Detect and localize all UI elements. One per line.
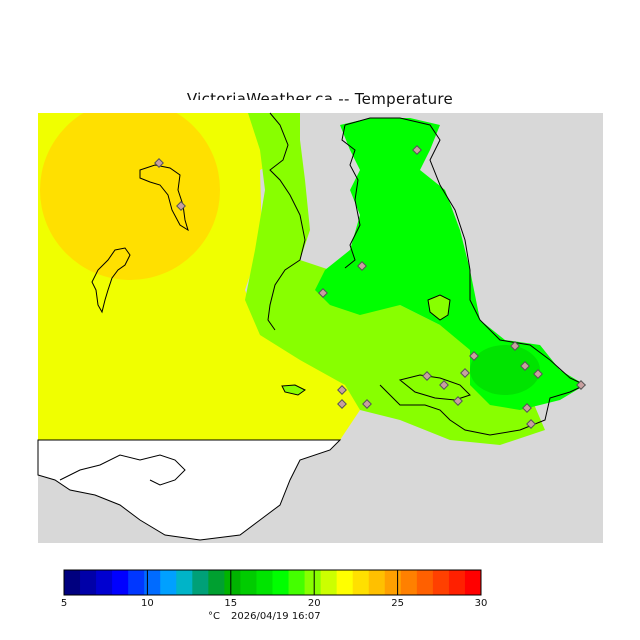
station-marker[interactable]	[337, 385, 347, 395]
land-south-coast	[59, 454, 186, 486]
station-marker[interactable]	[526, 419, 536, 429]
station-marker[interactable]	[176, 201, 186, 211]
legend-swatch	[128, 570, 145, 595]
legend-swatch	[64, 570, 81, 595]
legend-swatch	[160, 570, 177, 595]
legend-tick-label: 5	[61, 598, 67, 609]
coastline-mainland	[267, 112, 306, 331]
station-marker[interactable]	[318, 288, 328, 298]
legend-swatch	[384, 570, 402, 595]
legend-swatch	[256, 570, 273, 595]
island-inner	[427, 294, 451, 321]
legend-unit: °C	[208, 611, 220, 622]
island-north	[139, 164, 189, 232]
legend-swatch	[208, 570, 225, 595]
legend-swatch	[320, 570, 338, 595]
legend-swatch	[112, 570, 129, 595]
legend-ticks: 5 10 15 20 25 30	[61, 570, 488, 609]
station-marker[interactable]	[154, 158, 164, 168]
station-marker[interactable]	[522, 403, 532, 413]
station-marker[interactable]	[576, 380, 586, 390]
legend-tick-label: 15	[224, 598, 237, 609]
island-west	[91, 247, 131, 314]
legend-swatch	[448, 570, 466, 595]
zone-gold	[40, 100, 220, 280]
legend-swatch	[176, 570, 193, 595]
land-south	[37, 439, 342, 541]
legend-swatch	[352, 570, 370, 595]
legend-swatch	[272, 570, 290, 595]
station-marker[interactable]	[469, 351, 479, 361]
legend-swatch	[240, 570, 257, 595]
station-marker[interactable]	[439, 380, 449, 390]
legend-tick-label: 30	[475, 598, 488, 609]
legend-swatch	[144, 570, 161, 595]
legend-bar	[63, 569, 482, 596]
station-marker[interactable]	[510, 341, 520, 351]
legend-swatch	[96, 570, 113, 595]
station-marker[interactable]	[460, 368, 470, 378]
island-small	[281, 384, 306, 396]
legend-swatch	[336, 570, 354, 595]
station-markers	[154, 145, 586, 429]
legend-swatch	[80, 570, 97, 595]
legend-swatch	[400, 570, 418, 595]
legend-tick-label: 20	[308, 598, 321, 609]
station-marker[interactable]	[533, 369, 543, 379]
legend-tick-label: 25	[391, 598, 404, 609]
legend-swatch	[304, 570, 322, 595]
station-marker[interactable]	[520, 361, 530, 371]
coastline-island	[341, 117, 587, 436]
legend-swatch	[416, 570, 434, 595]
legend-swatch	[368, 570, 386, 595]
zone-green-deep	[470, 345, 540, 395]
station-marker[interactable]	[412, 145, 422, 155]
legend-timestamp: 2026/04/19 16:07	[231, 611, 321, 622]
legend-swatch	[288, 570, 306, 595]
legend-swatch	[464, 570, 482, 595]
legend-swatch	[192, 570, 209, 595]
legend-tick-label: 10	[141, 598, 154, 609]
station-marker[interactable]	[422, 371, 432, 381]
station-marker[interactable]	[453, 396, 463, 406]
station-marker[interactable]	[337, 399, 347, 409]
station-marker[interactable]	[357, 261, 367, 271]
legend-swatch	[224, 570, 241, 595]
legend-swatch	[432, 570, 450, 595]
zone-green	[315, 118, 585, 410]
station-marker[interactable]	[362, 399, 372, 409]
